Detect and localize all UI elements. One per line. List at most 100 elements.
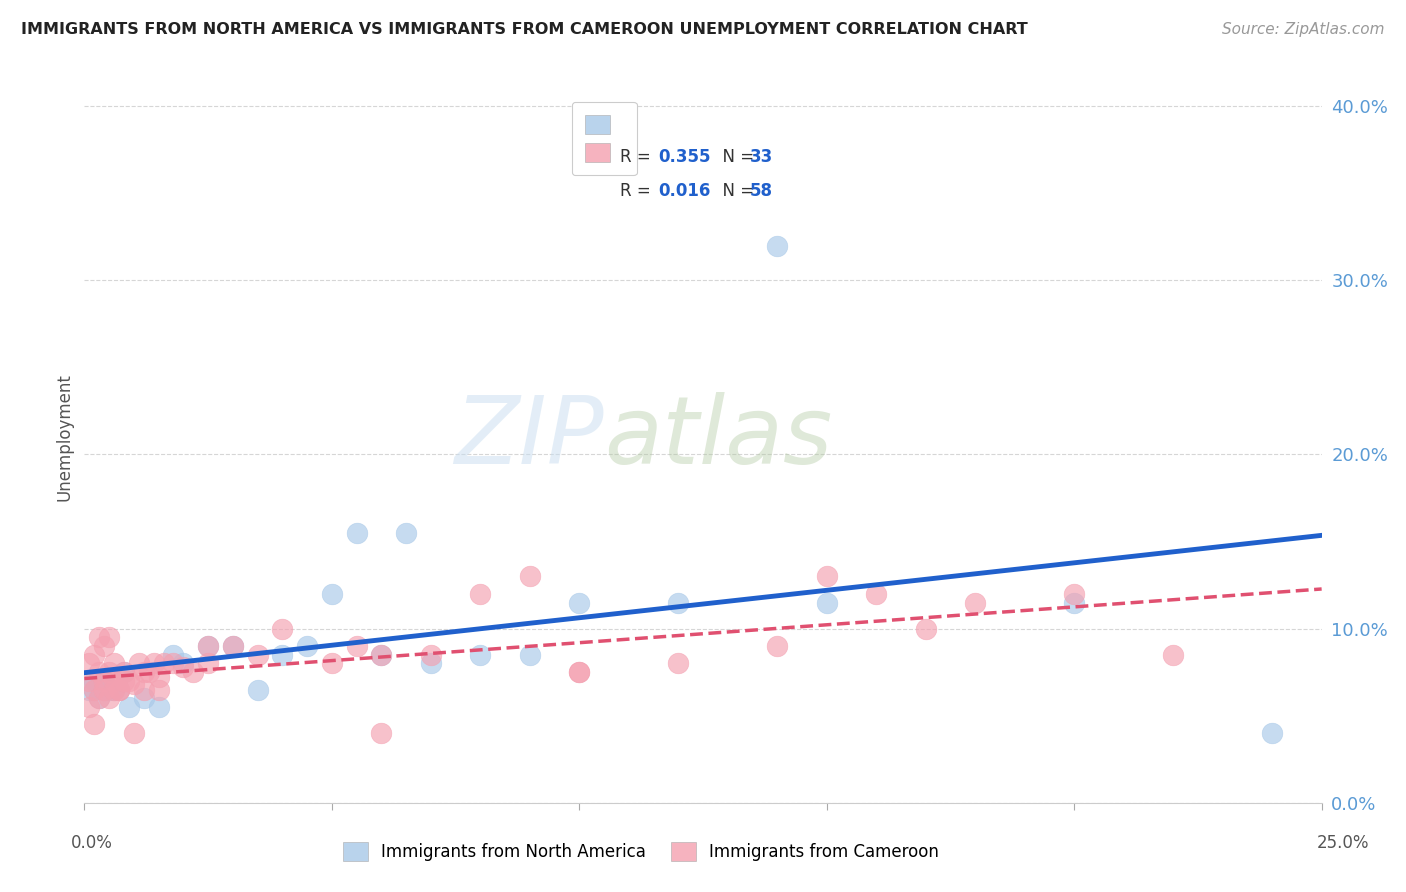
Point bbox=[89, 631, 111, 645]
Text: 25.0%: 25.0% bbox=[1316, 834, 1369, 852]
Point bbox=[246, 682, 269, 697]
Point bbox=[98, 631, 121, 645]
Text: N =: N = bbox=[711, 147, 759, 166]
Point bbox=[83, 648, 105, 662]
Y-axis label: Unemployment: Unemployment bbox=[55, 373, 73, 501]
Point bbox=[271, 622, 294, 636]
Point bbox=[766, 639, 789, 653]
Point bbox=[419, 648, 441, 662]
Point bbox=[79, 657, 101, 671]
Point bbox=[103, 682, 125, 697]
Point bbox=[108, 682, 131, 697]
Point bbox=[295, 639, 318, 653]
Point bbox=[815, 569, 838, 583]
Point bbox=[470, 587, 492, 601]
Point bbox=[1063, 587, 1085, 601]
Point bbox=[98, 691, 121, 706]
Text: Source: ZipAtlas.com: Source: ZipAtlas.com bbox=[1222, 22, 1385, 37]
Point bbox=[395, 525, 418, 540]
Point bbox=[112, 665, 135, 680]
Point bbox=[128, 657, 150, 671]
Point bbox=[965, 595, 987, 609]
Point bbox=[181, 665, 204, 680]
Point bbox=[321, 587, 343, 601]
Point bbox=[138, 665, 160, 680]
Point bbox=[103, 682, 125, 697]
Point bbox=[83, 673, 105, 688]
Point bbox=[470, 648, 492, 662]
Text: R =: R = bbox=[620, 147, 657, 166]
Point bbox=[865, 587, 887, 601]
Point bbox=[79, 700, 101, 714]
Point bbox=[112, 665, 135, 680]
Point bbox=[79, 682, 101, 697]
Point bbox=[815, 595, 838, 609]
Point bbox=[132, 691, 155, 706]
Point bbox=[197, 639, 219, 653]
Point bbox=[370, 648, 392, 662]
Point bbox=[914, 622, 936, 636]
Point bbox=[132, 682, 155, 697]
Point bbox=[118, 700, 141, 714]
Point bbox=[197, 657, 219, 671]
Point bbox=[246, 648, 269, 662]
Point bbox=[83, 682, 105, 697]
Point bbox=[103, 657, 125, 671]
Legend: Immigrants from North America, Immigrants from Cameroon: Immigrants from North America, Immigrant… bbox=[336, 835, 946, 868]
Point bbox=[152, 657, 174, 671]
Point bbox=[93, 673, 115, 688]
Point bbox=[346, 525, 368, 540]
Point bbox=[89, 691, 111, 706]
Text: ZIP: ZIP bbox=[454, 392, 605, 483]
Point bbox=[162, 657, 184, 671]
Point bbox=[132, 665, 155, 680]
Point bbox=[98, 665, 121, 680]
Point bbox=[1161, 648, 1184, 662]
Point bbox=[142, 657, 165, 671]
Point bbox=[122, 677, 145, 691]
Text: N =: N = bbox=[711, 182, 759, 200]
Text: 58: 58 bbox=[749, 182, 773, 200]
Text: 33: 33 bbox=[749, 147, 773, 166]
Point bbox=[419, 657, 441, 671]
Point bbox=[568, 665, 591, 680]
Text: atlas: atlas bbox=[605, 392, 832, 483]
Point bbox=[666, 657, 689, 671]
Text: 0.016: 0.016 bbox=[658, 182, 711, 200]
Point bbox=[172, 657, 194, 671]
Point bbox=[148, 682, 170, 697]
Point bbox=[346, 639, 368, 653]
Text: R =: R = bbox=[620, 182, 657, 200]
Point bbox=[222, 639, 245, 653]
Point bbox=[83, 717, 105, 731]
Point bbox=[766, 238, 789, 252]
Point bbox=[103, 673, 125, 688]
Point bbox=[197, 639, 219, 653]
Point bbox=[83, 682, 105, 697]
Point bbox=[148, 670, 170, 684]
Point bbox=[321, 657, 343, 671]
Point bbox=[89, 691, 111, 706]
Point bbox=[112, 673, 135, 688]
Point bbox=[148, 700, 170, 714]
Point bbox=[98, 682, 121, 697]
Text: 0.0%: 0.0% bbox=[70, 834, 112, 852]
Point bbox=[271, 648, 294, 662]
Point bbox=[108, 682, 131, 697]
Point bbox=[1261, 726, 1284, 740]
Text: 0.355: 0.355 bbox=[658, 147, 711, 166]
Text: IMMIGRANTS FROM NORTH AMERICA VS IMMIGRANTS FROM CAMEROON UNEMPLOYMENT CORRELATI: IMMIGRANTS FROM NORTH AMERICA VS IMMIGRA… bbox=[21, 22, 1028, 37]
Point bbox=[666, 595, 689, 609]
Point bbox=[519, 648, 541, 662]
Point bbox=[222, 639, 245, 653]
Point bbox=[122, 726, 145, 740]
Point bbox=[79, 673, 101, 688]
Point bbox=[93, 682, 115, 697]
Point bbox=[519, 569, 541, 583]
Point bbox=[1063, 595, 1085, 609]
Point bbox=[93, 639, 115, 653]
Point bbox=[162, 648, 184, 662]
Point bbox=[93, 673, 115, 688]
Point bbox=[89, 665, 111, 680]
Point bbox=[568, 665, 591, 680]
